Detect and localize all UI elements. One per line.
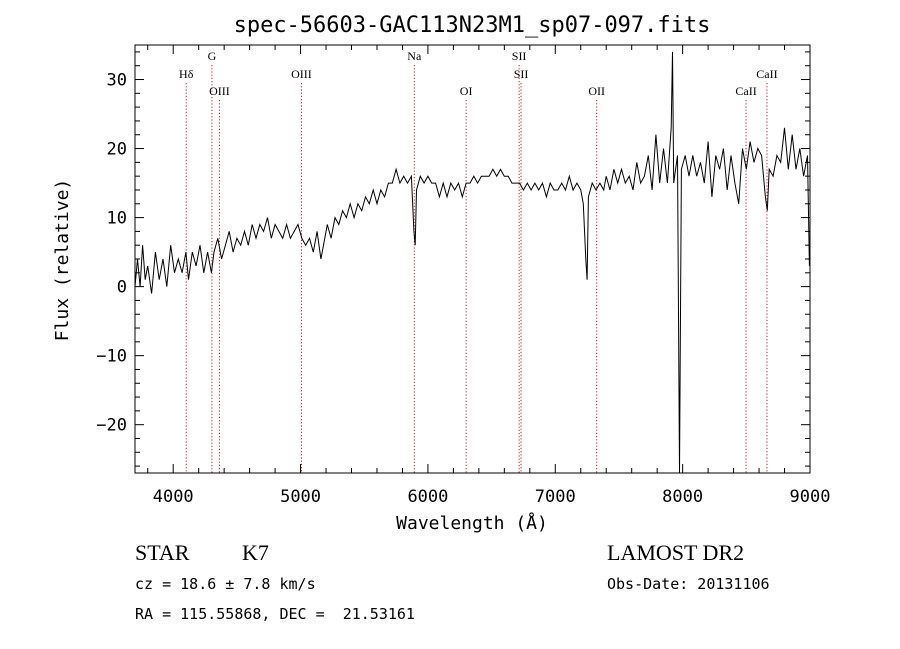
line-marker-label: G [208,49,217,63]
y-tick-label: −10 [96,347,127,367]
plot-frame [134,44,811,474]
redshift-text: cz = 18.6 ± 7.8 km/s [135,575,316,593]
y-tick-label: 10 [107,209,127,229]
subclass: K7 [242,540,269,565]
obs-date-text: Obs-Date: 20131106 [607,575,770,593]
y-tick-label: 20 [107,140,127,160]
x-tick-label: 5000 [280,487,321,507]
survey-label: LAMOST DR2 [607,540,745,565]
line-marker-label: OIII [291,67,312,81]
line-marker-label: OIII [209,84,230,98]
line-marker-label: OII [588,84,605,98]
x-tick-label: 8000 [662,487,703,507]
x-tick-label: 9000 [790,487,831,507]
line-marker-label: CaII [756,67,777,81]
y-tick-label: 30 [107,71,127,91]
line-marker-label: Hδ [179,67,194,81]
x-tick-label: 6000 [407,487,448,507]
x-axis-label: Wavelength (Å) [396,512,548,534]
spectrum-line [134,51,810,474]
line-marker-label: Na [407,49,422,63]
x-tick-label: 7000 [535,487,576,507]
object-type: STAR [135,540,190,565]
axis-ticks: 4000 5000 6000 7000 8000 9000 −20 −10 0 10 20 30 [96,45,830,507]
chart-title: spec-56603-GAC113N23M1_sp07-097.fits [234,13,711,38]
y-tick-label: −20 [96,416,127,436]
line-marker-label: SII [514,67,529,81]
y-tick-label: 0 [117,278,127,298]
line-marker-label: OI [460,84,473,98]
line-marker-label: CaII [735,84,756,98]
y-axis-label: Flux (relative) [52,179,73,342]
x-tick-label: 4000 [153,487,194,507]
line-marker-label: SII [512,49,527,63]
coordinates-text: RA = 115.55868, DEC = 21.53161 [135,605,415,623]
